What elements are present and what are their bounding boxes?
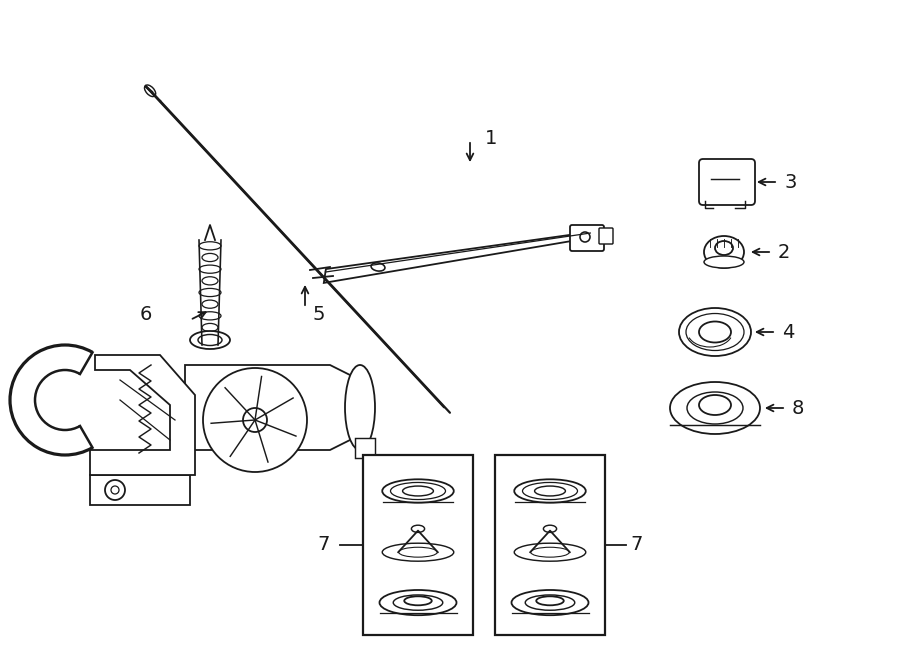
Ellipse shape	[399, 547, 437, 557]
Ellipse shape	[544, 525, 556, 532]
Ellipse shape	[202, 323, 218, 332]
Ellipse shape	[391, 483, 446, 500]
FancyBboxPatch shape	[599, 228, 613, 244]
Ellipse shape	[526, 595, 575, 610]
Ellipse shape	[535, 486, 565, 496]
Polygon shape	[324, 232, 590, 283]
Ellipse shape	[199, 335, 221, 343]
Circle shape	[580, 232, 590, 242]
Ellipse shape	[382, 479, 454, 503]
Ellipse shape	[199, 312, 221, 320]
Ellipse shape	[699, 395, 731, 415]
Ellipse shape	[670, 382, 760, 434]
Ellipse shape	[345, 365, 375, 450]
Ellipse shape	[371, 263, 385, 271]
Polygon shape	[90, 355, 195, 475]
Ellipse shape	[699, 321, 731, 342]
Ellipse shape	[704, 256, 744, 268]
Ellipse shape	[202, 253, 218, 262]
Ellipse shape	[402, 486, 434, 496]
Ellipse shape	[198, 334, 222, 346]
Ellipse shape	[531, 547, 569, 557]
Ellipse shape	[380, 590, 456, 615]
Ellipse shape	[411, 525, 425, 532]
Ellipse shape	[679, 308, 751, 356]
Ellipse shape	[704, 236, 744, 268]
Ellipse shape	[514, 543, 586, 561]
Ellipse shape	[145, 85, 156, 97]
Text: 8: 8	[792, 399, 805, 418]
Circle shape	[111, 486, 119, 494]
Polygon shape	[363, 455, 473, 635]
Text: 3: 3	[785, 173, 797, 192]
Circle shape	[203, 368, 307, 472]
Ellipse shape	[190, 331, 230, 349]
FancyBboxPatch shape	[355, 438, 375, 458]
Text: 5: 5	[312, 305, 325, 325]
Polygon shape	[90, 475, 190, 505]
Text: 7: 7	[630, 535, 643, 555]
Ellipse shape	[514, 479, 586, 503]
Ellipse shape	[511, 590, 589, 615]
Text: 1: 1	[485, 128, 498, 147]
Text: 2: 2	[778, 243, 790, 262]
Circle shape	[243, 408, 267, 432]
Ellipse shape	[715, 241, 733, 255]
Polygon shape	[185, 365, 360, 450]
Ellipse shape	[687, 392, 743, 424]
Ellipse shape	[199, 265, 221, 273]
Text: 4: 4	[782, 323, 795, 342]
Ellipse shape	[202, 300, 218, 308]
Circle shape	[105, 480, 125, 500]
Text: 6: 6	[140, 305, 152, 325]
Polygon shape	[495, 455, 605, 635]
Ellipse shape	[393, 595, 443, 610]
Text: 7: 7	[318, 535, 330, 555]
Ellipse shape	[199, 242, 221, 250]
Ellipse shape	[404, 596, 432, 605]
Ellipse shape	[686, 313, 744, 350]
Ellipse shape	[199, 288, 221, 297]
FancyBboxPatch shape	[570, 225, 604, 251]
Ellipse shape	[523, 483, 578, 500]
Ellipse shape	[382, 543, 454, 561]
Ellipse shape	[202, 277, 218, 285]
FancyBboxPatch shape	[699, 159, 755, 205]
Ellipse shape	[536, 596, 563, 605]
